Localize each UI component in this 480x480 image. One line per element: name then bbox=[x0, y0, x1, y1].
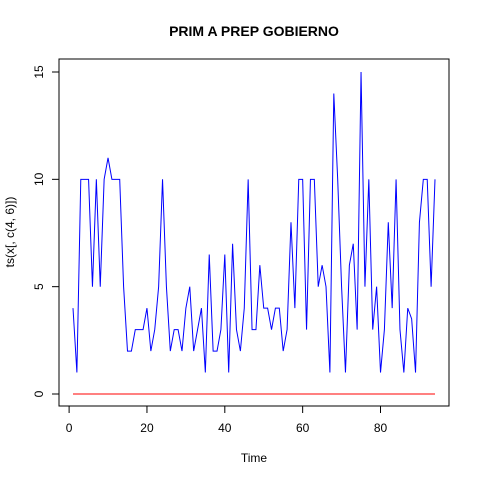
x-tick-label: 80 bbox=[374, 421, 388, 435]
x-tick-label: 0 bbox=[66, 421, 73, 435]
x-tick-label: 40 bbox=[218, 421, 232, 435]
y-axis-label: ts(x[, c(4, 6)]) bbox=[3, 197, 17, 268]
plot-box bbox=[58, 58, 450, 407]
x-tick-label: 60 bbox=[296, 421, 310, 435]
y-tick-label: 15 bbox=[32, 65, 46, 79]
series-layer bbox=[72, 71, 436, 395]
x-axis-label: Time bbox=[241, 451, 268, 465]
x-tick-label: 20 bbox=[140, 421, 154, 435]
y-tick-label: 5 bbox=[32, 283, 46, 290]
y-tick-label: 0 bbox=[32, 390, 46, 397]
y-axis: 0 5 10 15 bbox=[32, 65, 60, 397]
y-tick-label: 10 bbox=[32, 172, 46, 186]
chart-title: PRIM A PREP GOBIERNO bbox=[169, 23, 339, 39]
series-line-1 bbox=[72, 71, 436, 373]
x-axis: 0 20 40 60 80 bbox=[66, 405, 388, 435]
